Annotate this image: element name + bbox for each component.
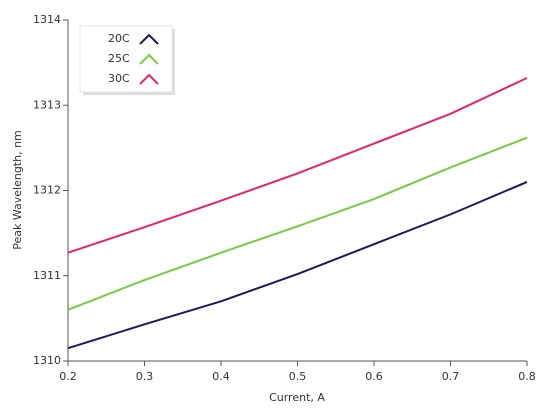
- x-tick-label: 0.3: [136, 370, 154, 383]
- series-line: [67, 181, 528, 350]
- x-tick-label: 0.5: [289, 370, 307, 383]
- y-tick-label: 1311: [33, 269, 61, 282]
- y-tick-label: 1310: [33, 354, 61, 367]
- y-tick-label: 1312: [33, 184, 61, 197]
- legend-marker: [139, 73, 159, 85]
- y-axis-label: Peak Wavelength, nm: [11, 130, 24, 250]
- x-tick-label: 0.6: [365, 370, 383, 383]
- y-tick-label: 1314: [33, 13, 61, 26]
- x-tick-label: 0.2: [59, 370, 77, 383]
- x-tick-label: 0.4: [212, 370, 230, 383]
- x-axis-label: Current, A: [269, 391, 325, 404]
- legend-marker: [139, 53, 159, 65]
- legend-marker: [139, 33, 159, 45]
- y-tick-label: 1313: [33, 98, 61, 111]
- series-line: [67, 136, 528, 311]
- legend-label: 25C: [108, 52, 130, 65]
- x-tick-label: 0.8: [518, 370, 536, 383]
- x-tick-label: 0.7: [442, 370, 460, 383]
- legend-box: [79, 25, 173, 93]
- legend-label: 20C: [108, 32, 130, 45]
- legend-label: 30C: [108, 72, 130, 85]
- series-line: [67, 77, 528, 254]
